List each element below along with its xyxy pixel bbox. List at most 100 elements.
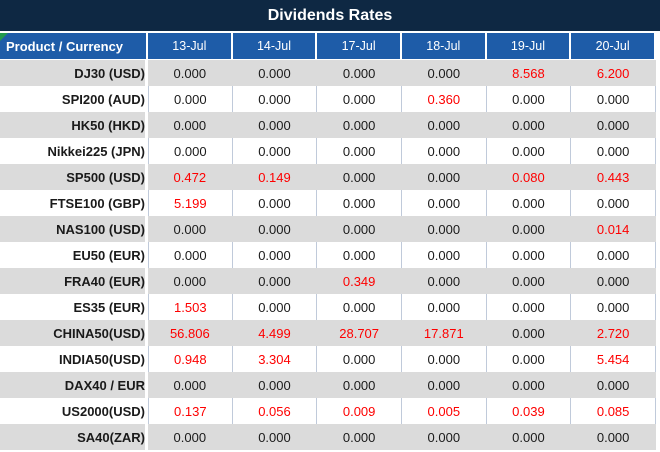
rate-cell[interactable]: 0.000	[401, 268, 487, 294]
rate-cell[interactable]: 0.472	[148, 164, 233, 190]
rate-cell[interactable]: 8.568	[486, 60, 572, 86]
rate-cell[interactable]: 0.000	[401, 190, 487, 216]
rate-cell[interactable]: 0.000	[148, 216, 233, 242]
rate-cell[interactable]: 0.085	[571, 398, 656, 424]
rate-cell[interactable]: 0.000	[486, 320, 572, 346]
rate-cell[interactable]: 0.000	[317, 112, 402, 138]
rate-cell[interactable]: 17.871	[401, 320, 487, 346]
rate-cell[interactable]: 0.000	[232, 60, 318, 86]
rate-cell[interactable]: 0.000	[317, 424, 402, 450]
rate-cell[interactable]: 0.000	[232, 424, 318, 450]
product-cell[interactable]: FRA40 (EUR)	[0, 268, 148, 294]
rate-cell[interactable]: 0.000	[232, 294, 318, 320]
product-cell[interactable]: NAS100 (USD)	[0, 216, 148, 242]
rate-cell[interactable]: 0.000	[571, 268, 656, 294]
rate-cell[interactable]: 4.499	[232, 320, 318, 346]
rate-cell[interactable]: 0.000	[401, 294, 487, 320]
product-cell[interactable]: SA40(ZAR)	[0, 424, 148, 450]
product-cell[interactable]: DAX40 / EUR	[0, 372, 148, 398]
rate-cell[interactable]: 0.000	[148, 424, 233, 450]
rate-cell[interactable]: 0.948	[148, 346, 233, 372]
rate-cell[interactable]: 0.000	[571, 138, 656, 164]
rate-cell[interactable]: 0.000	[148, 242, 233, 268]
rate-cell[interactable]: 5.199	[148, 190, 233, 216]
rate-cell[interactable]: 0.000	[148, 112, 233, 138]
rate-cell[interactable]: 0.000	[401, 346, 487, 372]
rate-cell[interactable]: 0.014	[571, 216, 656, 242]
rate-cell[interactable]: 0.000	[148, 372, 233, 398]
rate-cell[interactable]: 5.454	[571, 346, 656, 372]
product-cell[interactable]: SP500 (USD)	[0, 164, 148, 190]
rate-cell[interactable]: 0.000	[486, 216, 572, 242]
rate-cell[interactable]: 0.000	[317, 60, 402, 86]
rate-cell[interactable]: 0.000	[486, 424, 572, 450]
rate-cell[interactable]: 0.000	[486, 112, 572, 138]
rate-cell[interactable]: 0.000	[486, 86, 572, 112]
rate-cell[interactable]: 0.000	[317, 216, 402, 242]
rate-cell[interactable]: 0.039	[486, 398, 572, 424]
rate-cell[interactable]: 0.000	[232, 242, 318, 268]
rate-cell[interactable]: 0.000	[148, 138, 233, 164]
rate-cell[interactable]: 0.000	[486, 268, 572, 294]
rate-cell[interactable]: 0.000	[486, 294, 572, 320]
rate-cell[interactable]: 0.000	[571, 372, 656, 398]
rate-cell[interactable]: 0.009	[317, 398, 402, 424]
product-cell[interactable]: ES35 (EUR)	[0, 294, 148, 320]
product-cell[interactable]: INDIA50(USD)	[0, 346, 148, 372]
rate-cell[interactable]: 0.000	[571, 190, 656, 216]
rate-cell[interactable]: 0.000	[317, 242, 402, 268]
rate-cell[interactable]: 0.080	[486, 164, 572, 190]
rate-cell[interactable]: 0.000	[232, 216, 318, 242]
rate-cell[interactable]: 0.000	[317, 346, 402, 372]
rate-cell[interactable]: 0.000	[401, 112, 487, 138]
column-header-date[interactable]: 20-Jul	[571, 33, 656, 60]
rate-cell[interactable]: 0.000	[317, 372, 402, 398]
rate-cell[interactable]: 0.000	[232, 112, 318, 138]
rate-cell[interactable]: 0.000	[571, 424, 656, 450]
column-header-date[interactable]: 17-Jul	[317, 33, 402, 60]
rate-cell[interactable]: 0.000	[486, 242, 572, 268]
rate-cell[interactable]: 0.000	[571, 112, 656, 138]
rate-cell[interactable]: 0.000	[401, 242, 487, 268]
rate-cell[interactable]: 6.200	[571, 60, 656, 86]
rate-cell[interactable]: 0.000	[401, 216, 487, 242]
product-cell[interactable]: SPI200 (AUD)	[0, 86, 148, 112]
product-cell[interactable]: HK50 (HKD)	[0, 112, 148, 138]
rate-cell[interactable]: 0.000	[317, 190, 402, 216]
rate-cell[interactable]: 0.000	[148, 86, 233, 112]
rate-cell[interactable]: 0.000	[401, 164, 487, 190]
rate-cell[interactable]: 0.000	[401, 372, 487, 398]
rate-cell[interactable]: 0.000	[401, 138, 487, 164]
rate-cell[interactable]: 0.000	[232, 138, 318, 164]
rate-cell[interactable]: 0.000	[317, 294, 402, 320]
rate-cell[interactable]: 0.056	[232, 398, 318, 424]
rate-cell[interactable]: 0.000	[401, 60, 487, 86]
product-cell[interactable]: Nikkei225 (JPN)	[0, 138, 148, 164]
rate-cell[interactable]: 28.707	[317, 320, 402, 346]
rate-cell[interactable]: 0.000	[486, 372, 572, 398]
rate-cell[interactable]: 0.000	[232, 86, 318, 112]
column-header-date[interactable]: 14-Jul	[232, 33, 318, 60]
rate-cell[interactable]: 0.000	[571, 86, 656, 112]
product-cell[interactable]: US2000(USD)	[0, 398, 148, 424]
product-cell[interactable]: FTSE100 (GBP)	[0, 190, 148, 216]
rate-cell[interactable]: 1.503	[148, 294, 233, 320]
rate-cell[interactable]: 0.000	[486, 138, 572, 164]
rate-cell[interactable]: 0.000	[317, 164, 402, 190]
rate-cell[interactable]: 0.000	[232, 190, 318, 216]
rate-cell[interactable]: 0.149	[232, 164, 318, 190]
rate-cell[interactable]: 0.000	[571, 242, 656, 268]
rate-cell[interactable]: 0.000	[571, 294, 656, 320]
rate-cell[interactable]: 0.137	[148, 398, 233, 424]
rate-cell[interactable]: 0.360	[401, 86, 487, 112]
rate-cell[interactable]: 0.000	[148, 60, 233, 86]
rate-cell[interactable]: 2.720	[571, 320, 656, 346]
product-cell[interactable]: CHINA50(USD)	[0, 320, 148, 346]
rate-cell[interactable]: 0.443	[571, 164, 656, 190]
rate-cell[interactable]: 0.005	[401, 398, 487, 424]
rate-cell[interactable]: 56.806	[148, 320, 233, 346]
rate-cell[interactable]: 0.000	[148, 268, 233, 294]
rate-cell[interactable]: 0.000	[232, 372, 318, 398]
rate-cell[interactable]: 0.000	[317, 86, 402, 112]
column-header-date[interactable]: 19-Jul	[486, 33, 572, 60]
